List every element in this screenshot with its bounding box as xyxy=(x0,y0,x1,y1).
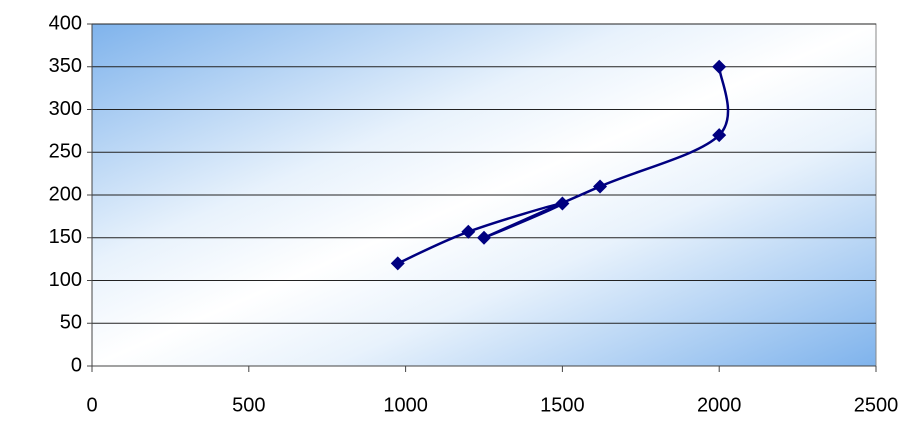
point xyxy=(555,196,570,211)
point xyxy=(461,224,476,239)
point xyxy=(390,256,405,271)
y-tick-label: 350 xyxy=(49,55,82,77)
x-tick-label: 2000 xyxy=(697,394,742,416)
y-tick-label: 200 xyxy=(49,183,82,205)
point xyxy=(712,59,727,74)
x-tick-label: 2500 xyxy=(854,394,899,416)
x-tick-label: 0 xyxy=(86,394,97,416)
point xyxy=(477,230,491,245)
x-tick-label: 1000 xyxy=(383,394,428,416)
y-tick-label: 100 xyxy=(49,269,82,291)
point xyxy=(712,128,727,143)
y-tick-label: 0 xyxy=(71,354,82,376)
y-tick-label: 400 xyxy=(49,12,82,34)
y-tick-label: 300 xyxy=(49,98,82,120)
y-tick-label: 150 xyxy=(49,226,82,248)
x-tick-label: 500 xyxy=(232,394,265,416)
point xyxy=(593,179,608,194)
y-tick-label: 250 xyxy=(49,141,82,163)
y-tick-label: 50 xyxy=(60,312,82,334)
x-tick-label: 1500 xyxy=(540,394,585,416)
